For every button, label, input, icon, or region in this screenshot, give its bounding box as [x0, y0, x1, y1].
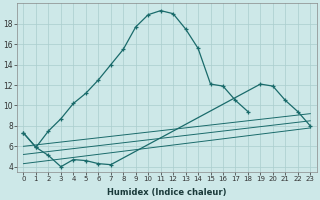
X-axis label: Humidex (Indice chaleur): Humidex (Indice chaleur) [107, 188, 227, 197]
